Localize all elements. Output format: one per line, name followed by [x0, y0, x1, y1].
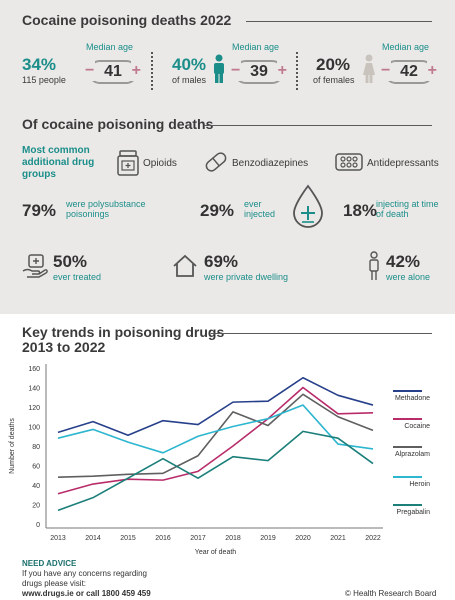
x-tick-label: 2016	[155, 535, 171, 542]
x-tick-label: 2021	[330, 535, 346, 542]
drug-opioids: Opioids	[143, 158, 177, 169]
title-rule	[246, 21, 432, 22]
private-label: were private dwelling	[204, 272, 289, 282]
y-tick-label: 140	[28, 386, 40, 393]
page-title: Cocaine poisoning deaths 2022	[22, 12, 232, 28]
common-drugs-label: Most common additional drug groups	[22, 145, 95, 180]
minus-icon: −	[84, 61, 96, 81]
female-figure-icon	[363, 54, 375, 83]
credit: © Health Research Board	[345, 589, 437, 598]
females-median-label: Median age	[382, 42, 430, 52]
advice-line1: If you have any concerns regarding	[22, 569, 147, 578]
section-title: Of cocaine poisoning deaths	[22, 116, 214, 132]
y-tick-label: 100	[28, 425, 40, 432]
drug-benzodiazepines: Benzodiazepines	[232, 158, 309, 169]
males-median-label: Median age	[232, 42, 280, 52]
all-median-label: Median age	[86, 42, 134, 52]
alone-label: were alone	[386, 272, 431, 282]
series-line-alprazolam	[57, 393, 374, 478]
males-sub: of males	[172, 75, 207, 85]
females-percent: 20%	[316, 55, 351, 74]
separator	[151, 52, 153, 90]
trends-line-chart: 0 20 40 60 80 100 120 140 160 2013 2014 2015 2016 201…	[9, 364, 431, 556]
pill-bottle-icon	[117, 150, 139, 176]
treated-label: ever treated	[53, 272, 102, 282]
capsule-icon	[205, 152, 227, 172]
all-sub: 115 people	[22, 75, 66, 85]
helping-hand-icon	[22, 254, 48, 278]
advice-link[interactable]: www.drugs.ie or call 1800 459 459	[22, 589, 151, 598]
polysubstance-label: were polysubstance poisonings	[66, 199, 146, 219]
y-tick-label: 20	[32, 503, 40, 510]
x-tick-label: 2018	[225, 535, 241, 542]
minus-icon: −	[380, 61, 392, 81]
x-axis-label: Year of death	[195, 549, 236, 556]
ever-injected-value: 29%	[200, 201, 235, 220]
males-percent: 40%	[172, 55, 207, 74]
blood-drop-icon	[293, 184, 323, 228]
treated-value: 50%	[53, 252, 88, 271]
y-tick-label: 160	[28, 366, 40, 373]
trends-title-line2: 2013 to 2022	[22, 339, 106, 355]
females-sub: of females	[313, 75, 355, 85]
legend-label-alprazolam: Alprazolam	[395, 451, 430, 458]
all-median-value: 41	[104, 63, 122, 80]
plus-icon: +	[276, 61, 288, 81]
plus-icon: +	[426, 61, 438, 81]
females-median-badge: − 42 +	[380, 60, 438, 84]
males-median-value: 39	[250, 63, 268, 80]
trends-title-line1: Key trends in poisoning drugs	[22, 324, 225, 340]
y-axis-label: Number of deaths	[9, 418, 16, 474]
injecting-label: injecting at time of death	[376, 199, 439, 219]
separator	[296, 52, 298, 90]
males-median-badge: − 39 +	[230, 60, 288, 84]
injecting-value: 18%	[343, 201, 378, 220]
plus-icon: +	[130, 61, 142, 81]
legend-label-pregabalin: Pregabalin	[397, 509, 431, 516]
ever-injected-label: ever injected	[244, 199, 276, 219]
y-tick-label: 60	[32, 464, 40, 471]
polysubstance-value: 79%	[22, 201, 57, 220]
series-line-heroin	[57, 404, 374, 454]
x-tick-label: 2015	[120, 535, 136, 542]
alone-value: 42%	[386, 252, 421, 271]
x-tick-label: 2020	[295, 535, 311, 542]
x-tick-label: 2019	[260, 535, 276, 542]
x-tick-label: 2014	[85, 535, 101, 542]
section-rule	[204, 125, 432, 126]
legend-label-heroin: Heroin	[409, 481, 430, 488]
y-tick-label: 0	[36, 522, 40, 529]
trends-rule	[211, 333, 432, 334]
series-line-methadone	[57, 376, 374, 437]
x-tick-label: 2017	[190, 535, 206, 542]
legend-label-cocaine: Cocaine	[404, 423, 430, 430]
x-tick-label: 2022	[365, 535, 381, 542]
drug-antidepressants: Antidepressants	[367, 158, 439, 169]
y-tick-label: 80	[32, 444, 40, 451]
advice-line2: drugs please visit:	[22, 579, 87, 588]
trends-title: Key trends in poisoning drugs 2013 to 20…	[22, 325, 224, 355]
series-line-cocaine	[57, 386, 374, 495]
pill-pack-icon	[335, 153, 363, 171]
y-tick-label: 120	[28, 405, 40, 412]
legend-label-methadone: Methadone	[395, 395, 430, 402]
private-value: 69%	[204, 252, 239, 271]
all-percent: 34%	[22, 55, 57, 74]
summary-panel	[0, 0, 455, 314]
y-tick-label: 40	[32, 483, 40, 490]
person-alone-icon	[369, 251, 379, 280]
minus-icon: −	[230, 61, 242, 81]
advice-title: NEED ADVICE	[22, 559, 77, 568]
series-line-pregabalin	[57, 430, 374, 512]
male-figure-icon	[214, 54, 224, 83]
house-icon	[173, 254, 197, 277]
females-median-value: 42	[400, 63, 418, 80]
x-tick-label: 2013	[50, 535, 66, 542]
trends-panel	[0, 314, 455, 600]
all-median-badge: − 41 +	[84, 60, 142, 84]
